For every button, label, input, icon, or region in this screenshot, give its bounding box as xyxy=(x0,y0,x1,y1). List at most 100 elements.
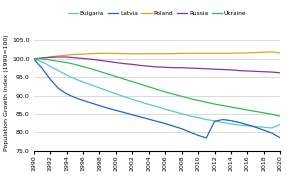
Russia xyxy=(180,67,183,69)
Ukraine xyxy=(147,86,150,88)
Ukraine xyxy=(246,109,249,111)
Bulgaria xyxy=(213,120,216,122)
Bulgaria xyxy=(221,121,224,124)
Russia xyxy=(65,56,68,58)
Ukraine xyxy=(114,75,118,78)
Ukraine xyxy=(122,78,126,80)
Ukraine xyxy=(57,60,60,62)
Russia xyxy=(40,57,44,59)
Bulgaria xyxy=(237,124,241,126)
Poland xyxy=(279,52,282,54)
Latvia xyxy=(188,131,192,133)
Latvia xyxy=(122,111,126,114)
Poland xyxy=(213,52,216,54)
Latvia xyxy=(131,114,134,116)
Latvia xyxy=(155,120,159,122)
Poland xyxy=(262,51,265,53)
Poland xyxy=(188,52,192,54)
Latvia xyxy=(98,104,101,107)
Poland xyxy=(73,53,76,55)
Bulgaria xyxy=(40,61,44,63)
Ukraine xyxy=(196,99,200,102)
Russia xyxy=(90,58,93,60)
Russia xyxy=(188,67,192,69)
Ukraine xyxy=(106,73,109,75)
Bulgaria xyxy=(229,123,233,125)
Bulgaria xyxy=(205,118,208,121)
Line: Bulgaria: Bulgaria xyxy=(34,59,280,128)
Bulgaria xyxy=(122,96,126,98)
Poland xyxy=(180,52,183,54)
Russia xyxy=(221,68,224,71)
Russia xyxy=(131,63,134,65)
Latvia xyxy=(57,87,60,89)
Ukraine xyxy=(229,106,233,108)
Russia xyxy=(81,57,85,60)
Latvia xyxy=(213,120,216,122)
Poland xyxy=(254,52,257,54)
Bulgaria xyxy=(164,108,167,110)
Bulgaria xyxy=(270,127,274,129)
Russia xyxy=(237,70,241,72)
Latvia xyxy=(40,67,44,69)
Poland xyxy=(270,51,274,53)
Russia xyxy=(254,70,257,72)
Bulgaria xyxy=(81,81,85,83)
Poland xyxy=(131,53,134,55)
Latvia xyxy=(65,93,68,95)
Poland xyxy=(139,53,142,55)
Poland xyxy=(205,52,208,54)
Latvia xyxy=(32,58,35,60)
Latvia xyxy=(172,125,175,127)
Bulgaria xyxy=(180,113,183,115)
Latvia xyxy=(90,102,93,104)
Russia xyxy=(48,56,52,58)
Line: Ukraine: Ukraine xyxy=(34,59,280,116)
Bulgaria xyxy=(155,106,159,108)
Russia xyxy=(229,69,233,71)
Bulgaria xyxy=(98,87,101,89)
Latvia xyxy=(279,137,282,139)
Poland xyxy=(221,52,224,54)
Latvia xyxy=(114,109,118,111)
Latvia xyxy=(205,137,208,139)
Russia xyxy=(57,56,60,58)
Bulgaria xyxy=(139,101,142,103)
Latvia xyxy=(106,107,109,109)
Ukraine xyxy=(213,103,216,105)
Poland xyxy=(98,52,101,54)
Latvia xyxy=(81,99,85,102)
Poland xyxy=(32,58,35,60)
Latvia xyxy=(147,118,150,120)
Bulgaria xyxy=(196,117,200,119)
Russia xyxy=(98,59,101,61)
Latvia xyxy=(48,78,52,80)
Poland xyxy=(40,57,44,59)
Latvia xyxy=(164,122,167,125)
Bulgaria xyxy=(279,123,282,125)
Russia xyxy=(213,68,216,70)
Bulgaria xyxy=(147,103,150,106)
Poland xyxy=(164,53,167,55)
Ukraine xyxy=(254,110,257,113)
Bulgaria xyxy=(106,90,109,92)
Ukraine xyxy=(32,58,35,60)
Poland xyxy=(81,53,85,55)
Ukraine xyxy=(139,83,142,85)
Latvia xyxy=(221,118,224,121)
Line: Latvia: Latvia xyxy=(34,59,280,138)
Ukraine xyxy=(90,68,93,70)
Ukraine xyxy=(65,61,68,64)
Poland xyxy=(246,52,249,54)
Bulgaria xyxy=(262,126,265,128)
Poland xyxy=(155,53,159,55)
Ukraine xyxy=(98,70,101,72)
Latvia xyxy=(229,120,233,122)
Ukraine xyxy=(205,101,208,103)
Russia xyxy=(279,72,282,74)
Bulgaria xyxy=(65,74,68,76)
Latvia xyxy=(237,121,241,124)
Bulgaria xyxy=(246,125,249,127)
Russia xyxy=(73,57,76,59)
Ukraine xyxy=(188,97,192,100)
